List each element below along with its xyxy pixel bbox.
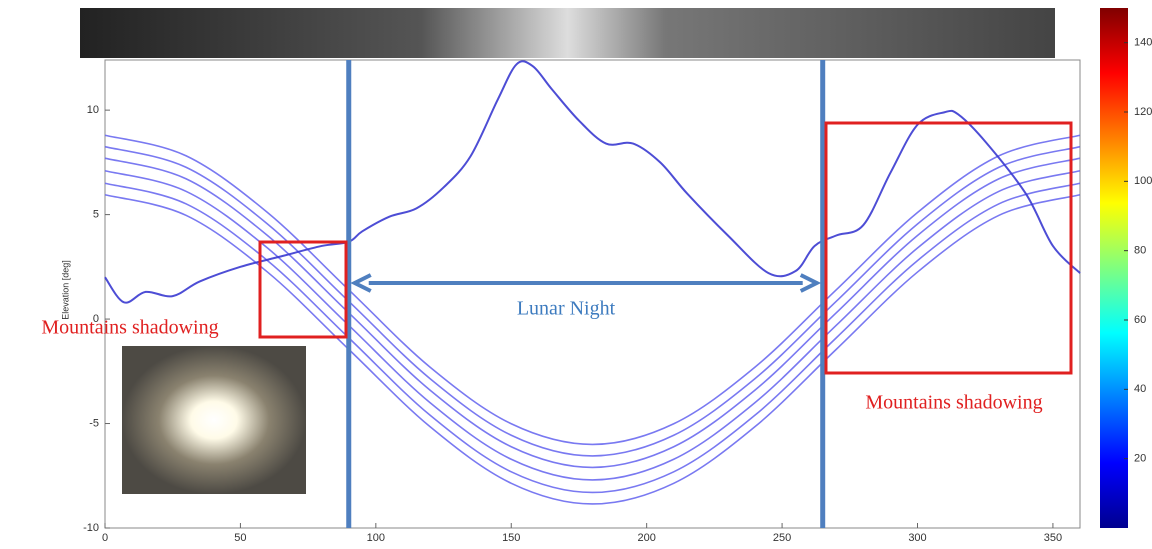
y-tick-label: 0 [93, 313, 99, 325]
colorbar-tick-label: 80 [1134, 245, 1146, 257]
x-tick-label: 300 [908, 532, 926, 544]
colorbar-tick-label: 120 [1134, 106, 1152, 118]
y-tick-label: -5 [89, 417, 99, 429]
y-tick-label: 5 [93, 209, 99, 221]
line-series [104, 134, 1081, 446]
colorbar [1100, 8, 1128, 528]
plot-frame [104, 59, 1081, 529]
colorbar-tick-label: 20 [1134, 453, 1146, 465]
x-tick-label: 250 [773, 532, 791, 544]
y-axis-label: Elevation [deg] [60, 260, 70, 320]
y-tick-label: 10 [87, 104, 99, 116]
sun-photo [122, 346, 306, 494]
y-tick-label: -10 [83, 522, 99, 534]
line-series [104, 60, 1081, 304]
highlight-box [824, 121, 1073, 375]
line-series [104, 145, 1081, 457]
annotation: Mountains shadowing [41, 317, 218, 339]
x-tick-label: 200 [637, 532, 655, 544]
colorbar-tick-label: 140 [1134, 37, 1152, 49]
x-tick-label: 0 [102, 532, 108, 544]
line-series [104, 193, 1081, 505]
line-series [104, 157, 1081, 469]
line-series [104, 169, 1081, 481]
night-arrow [350, 273, 822, 293]
panorama [80, 8, 1055, 58]
x-tick-label: 350 [1044, 532, 1062, 544]
annotation: Lunar Night [517, 298, 616, 320]
colorbar-tick-label: 60 [1134, 314, 1146, 326]
colorbar-tick-label: 40 [1134, 383, 1146, 395]
x-tick-label: 50 [234, 532, 246, 544]
x-tick-label: 150 [502, 532, 520, 544]
x-tick-label: 100 [367, 532, 385, 544]
annotation: Mountains shadowing [865, 392, 1042, 414]
colorbar-tick-label: 100 [1134, 175, 1152, 187]
highlight-box [258, 240, 348, 339]
